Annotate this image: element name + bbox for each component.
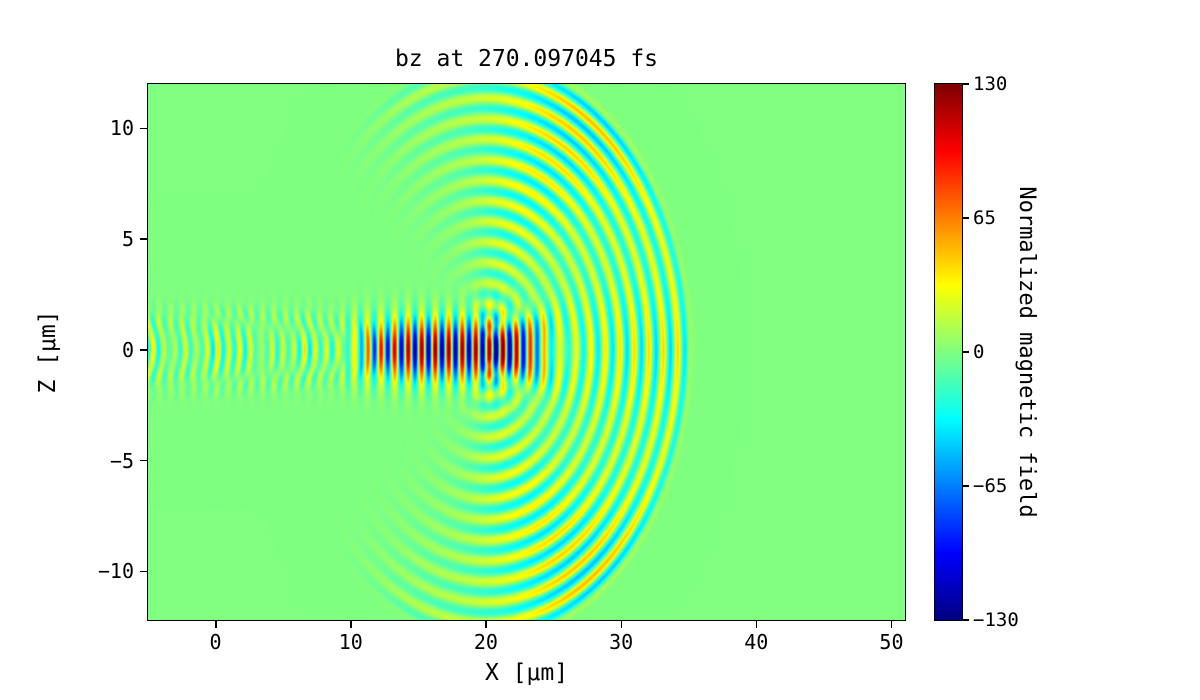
x-tick-label: 40: [744, 630, 769, 654]
colorbar-tick-mark: [963, 217, 969, 219]
y-tick-label: 0: [121, 337, 134, 362]
y-tick-mark: [140, 127, 147, 130]
x-tick-mark: [215, 621, 217, 628]
x-axis-label: X [μm]: [484, 660, 569, 686]
colorbar-tick-mark: [963, 83, 969, 85]
y-tick-mark: [140, 570, 147, 573]
x-tick-mark: [620, 621, 623, 628]
heatmap-canvas: [147, 83, 906, 621]
colorbar-tick-mark: [963, 351, 969, 353]
x-tick-label: 50: [879, 630, 904, 654]
x-tick-label: 30: [609, 630, 634, 654]
colorbar-label: Normalized magnetic field: [1014, 186, 1039, 518]
colorbar-canvas: [934, 83, 963, 621]
x-tick-mark: [485, 621, 487, 628]
x-tick-mark: [755, 621, 758, 628]
y-tick-label: 10: [109, 116, 134, 141]
chart-title: bz at 270.097045 fs: [394, 46, 659, 72]
x-tick-label: 20: [473, 630, 498, 654]
x-tick-label: 0: [209, 630, 222, 654]
y-tick-mark: [140, 459, 147, 462]
y-tick-label: −5: [109, 448, 134, 473]
y-tick-mark: [140, 349, 147, 351]
x-tick-label: 10: [338, 630, 363, 654]
colorbar-tick-label: 65: [973, 207, 996, 229]
colorbar-tick-mark: [963, 619, 969, 621]
colorbar-tick-label: −65: [973, 475, 1008, 497]
y-tick-label: −10: [97, 559, 134, 584]
y-tick-label: 5: [121, 227, 134, 252]
colorbar-tick-label: 130: [973, 73, 1008, 95]
colorbar-tick-mark: [963, 485, 969, 487]
x-tick-mark: [350, 621, 352, 628]
colorbar-tick-label: 0: [973, 341, 985, 363]
x-tick-mark: [890, 621, 893, 628]
y-axis-label: Z [μm]: [35, 310, 61, 394]
y-tick-mark: [140, 238, 147, 240]
colorbar-tick-label: −130: [973, 609, 1019, 631]
